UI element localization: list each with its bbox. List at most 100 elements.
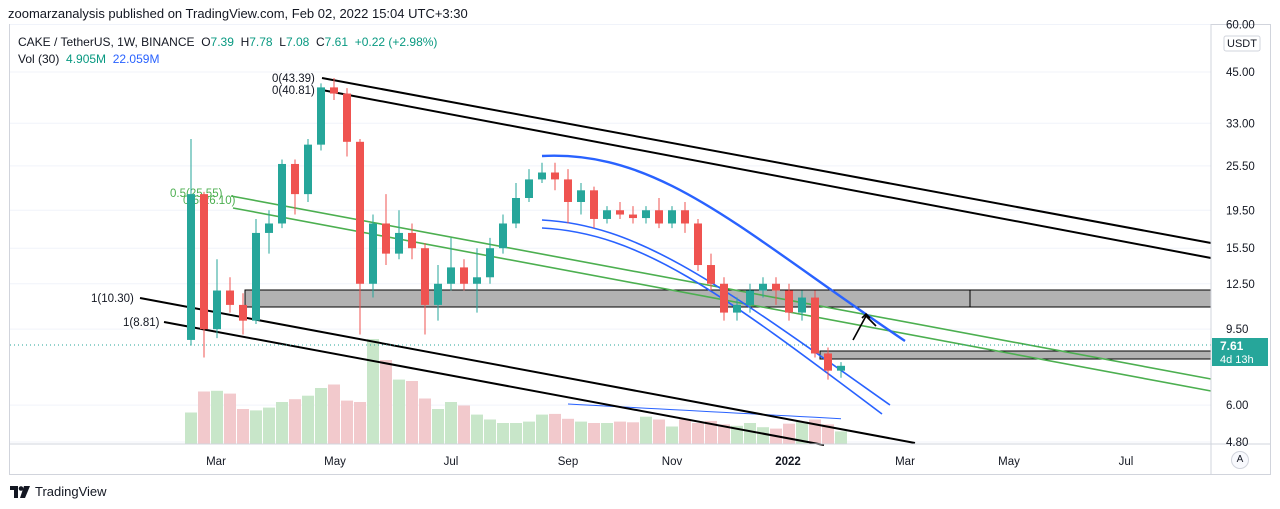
candle-body[interactable] — [304, 144, 312, 195]
candle-body[interactable] — [694, 223, 702, 266]
candle-body[interactable] — [590, 190, 598, 219]
candle-body[interactable] — [707, 265, 715, 284]
volume-bar — [458, 405, 470, 444]
candle-body[interactable] — [655, 210, 663, 224]
lower-channel-line-2[interactable] — [163, 321, 825, 446]
candle-body[interactable] — [200, 194, 208, 330]
candle-body[interactable] — [499, 223, 507, 249]
candle-body[interactable] — [577, 190, 585, 202]
volume-bar — [211, 390, 223, 444]
lower-channel-line-1[interactable] — [139, 297, 916, 444]
footer-brand[interactable]: TradingView — [35, 484, 107, 499]
price-tick-label: 6.00 — [1226, 400, 1248, 412]
candle-body[interactable] — [291, 163, 299, 195]
candle-body[interactable] — [473, 277, 481, 284]
candle-body[interactable] — [278, 163, 286, 224]
open-label: O — [201, 35, 211, 49]
candle-body[interactable] — [239, 304, 247, 321]
fib-label-low-2: 1(8.81) — [123, 317, 160, 329]
symbol-legend[interactable]: CAKE / TetherUS, 1W, BINANCE O7.39 H7.78… — [18, 35, 437, 49]
candle-body[interactable] — [382, 223, 390, 254]
publisher-line: zoomarzanalysis published on TradingView… — [8, 6, 468, 21]
volume-bar — [302, 395, 314, 444]
candle-body[interactable] — [668, 210, 676, 224]
candle-body[interactable] — [837, 365, 845, 371]
candle-body[interactable] — [772, 283, 780, 291]
candle-body[interactable] — [538, 172, 546, 180]
upper-channel-line-1[interactable] — [321, 77, 1212, 244]
price-tick-label: 15.50 — [1226, 243, 1255, 255]
candle-body[interactable] — [460, 267, 468, 284]
blue-arc-lower-2[interactable] — [541, 227, 883, 415]
fib-label-high-1: 0(43.39) — [272, 73, 315, 85]
volume-bars — [185, 339, 847, 444]
candle-body[interactable] — [512, 197, 520, 224]
volume-legend[interactable]: Vol (30) 4.905M 22.059M — [18, 52, 159, 66]
blue-arc-upper[interactable] — [541, 154, 906, 342]
candle-body[interactable] — [395, 232, 403, 254]
candle-body[interactable] — [564, 179, 572, 202]
close-label: C — [315, 35, 325, 49]
candle-body[interactable] — [603, 210, 611, 219]
volume-bar — [835, 431, 847, 444]
price-tick-label: 45.00 — [1226, 67, 1255, 79]
candle-body[interactable] — [213, 290, 221, 330]
volume-bar — [289, 399, 301, 444]
close-value: 7.61 — [324, 35, 349, 49]
candle-body[interactable] — [317, 87, 325, 145]
volume-bar — [445, 402, 457, 444]
candle-body[interactable] — [343, 93, 351, 142]
candle-body[interactable] — [733, 304, 741, 313]
candle-body[interactable] — [525, 179, 533, 198]
fib-label-mid-1: 0.5(25.55) — [170, 188, 223, 200]
candle-body[interactable] — [434, 283, 442, 305]
time-tick-label: May — [998, 456, 1020, 468]
candle-body[interactable] — [330, 87, 338, 94]
tradingview-logo-icon — [10, 485, 30, 498]
candle-body[interactable] — [759, 283, 767, 291]
candle-body[interactable] — [720, 283, 728, 313]
candle-body[interactable] — [408, 232, 416, 249]
volume-bar — [315, 388, 327, 444]
candle-body[interactable] — [187, 194, 195, 340]
candle-body[interactable] — [252, 232, 260, 321]
volume-bar — [224, 393, 236, 444]
candle-body[interactable] — [746, 290, 754, 305]
candle-body[interactable] — [369, 223, 377, 284]
volume-bar — [341, 400, 353, 444]
volume-bar — [380, 360, 392, 444]
candle-body[interactable] — [616, 210, 624, 215]
candle-body[interactable] — [811, 297, 819, 354]
unit-label: USDT — [1227, 38, 1257, 50]
upper-channel-line-2[interactable] — [321, 89, 1212, 259]
volume-ma-line — [567, 403, 842, 420]
candle-body[interactable] — [785, 290, 793, 313]
candle-body[interactable] — [356, 141, 364, 284]
volume-bar — [328, 384, 340, 444]
volume-bar — [536, 414, 548, 444]
time-axis-ticks: Mar May Jul Sep Nov 2022 Mar May Jul — [206, 456, 1133, 468]
candle-body[interactable] — [629, 214, 637, 219]
candle-body[interactable] — [486, 248, 494, 278]
volume-bar — [510, 423, 522, 444]
volume-bar — [497, 423, 509, 444]
candle-body[interactable] — [824, 353, 832, 371]
time-tick-label: 2022 — [775, 456, 801, 468]
candle-body[interactable] — [265, 223, 273, 233]
candle-body[interactable] — [642, 210, 650, 219]
candle-body[interactable] — [798, 297, 806, 313]
volume-bar — [276, 402, 288, 444]
candle-body[interactable] — [447, 267, 455, 284]
price-tick-label: 12.50 — [1226, 279, 1255, 291]
candle-body[interactable] — [681, 210, 689, 224]
candle-body[interactable] — [551, 172, 559, 180]
volume-bar — [640, 416, 652, 444]
auto-scale-button[interactable]: A — [1231, 451, 1249, 469]
high-label: H — [240, 35, 250, 49]
volume-bar — [367, 339, 379, 444]
candle-body[interactable] — [421, 248, 429, 305]
candle-body[interactable] — [226, 290, 234, 305]
price-tick-label: 60.00 — [1226, 19, 1255, 31]
volume-label: Vol (30) — [18, 52, 60, 66]
